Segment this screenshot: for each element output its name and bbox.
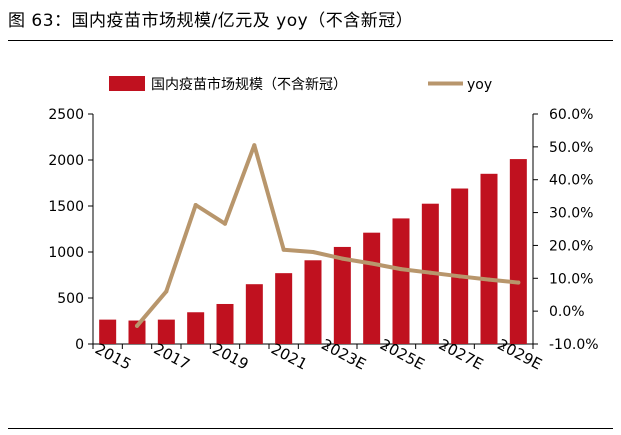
left-tick-label: 1000 xyxy=(48,245,84,261)
bar-2022 xyxy=(304,260,322,344)
bar-2023E xyxy=(333,246,351,344)
bar-2018 xyxy=(187,312,205,344)
bar-2027E xyxy=(451,188,469,344)
bottom-divider xyxy=(8,428,613,429)
right-tick-label: 20.0% xyxy=(549,238,593,254)
x-tick-label: 2019 xyxy=(209,340,251,374)
left-tick-label: 500 xyxy=(57,291,84,307)
right-tick-label: -10.0% xyxy=(549,337,599,353)
right-tick-label: 40.0% xyxy=(549,173,593,189)
yoy-point-2024E xyxy=(369,261,374,266)
yoy-point-2027E xyxy=(457,274,462,279)
right-tick-label: 0.0% xyxy=(549,304,585,320)
x-tick-label: 2021 xyxy=(268,340,310,374)
yoy-point-2021 xyxy=(281,247,286,252)
yoy-point-2018 xyxy=(193,203,198,208)
bar-2017 xyxy=(157,319,175,344)
right-tick-label: 10.0% xyxy=(549,271,593,287)
bar-2028E xyxy=(480,173,498,344)
x-tick-label: 2015 xyxy=(92,340,134,374)
legend-line-label: yoy xyxy=(467,77,492,93)
right-tick-label: 30.0% xyxy=(549,206,593,222)
bar-2024E xyxy=(363,232,381,344)
yoy-point-2022 xyxy=(311,250,315,254)
chart-title: 图 63：国内疫苗市场规模/亿元及 yoy（不含新冠） xyxy=(8,11,414,31)
yoy-point-2023E xyxy=(340,256,345,261)
left-tick-label: 2000 xyxy=(48,153,84,169)
right-tick-label: 50.0% xyxy=(549,140,593,156)
yoy-point-2025E xyxy=(399,267,403,272)
yoy-point-2016 xyxy=(135,323,139,328)
yoy-line xyxy=(135,143,521,328)
left-tick-label: 0 xyxy=(75,337,84,353)
title-divider xyxy=(8,40,613,41)
yoy-point-2028E xyxy=(487,277,491,282)
legend-bar-label: 国内疫苗市场规模（不含新冠） xyxy=(151,76,347,93)
yoy-point-2029E xyxy=(516,280,521,285)
bar-2015 xyxy=(99,319,117,344)
left-tick-label: 2500 xyxy=(48,107,84,123)
right-tick-label: 60.0% xyxy=(549,107,593,123)
yoy-point-2026E xyxy=(428,270,433,275)
left-tick-label: 1500 xyxy=(48,199,84,215)
yoy-point-2020 xyxy=(252,143,257,148)
x-tick-label: 2017 xyxy=(151,340,193,374)
bar-2025E xyxy=(392,218,410,344)
bar-2019 xyxy=(216,303,234,344)
yoy-point-2017 xyxy=(164,289,169,294)
bar-2029E xyxy=(509,159,527,344)
bar-2016 xyxy=(128,320,146,344)
bar-2021 xyxy=(275,273,293,344)
bar-2020 xyxy=(245,284,263,344)
yoy-point-2019 xyxy=(223,221,227,226)
legend-bar-swatch xyxy=(109,76,145,91)
